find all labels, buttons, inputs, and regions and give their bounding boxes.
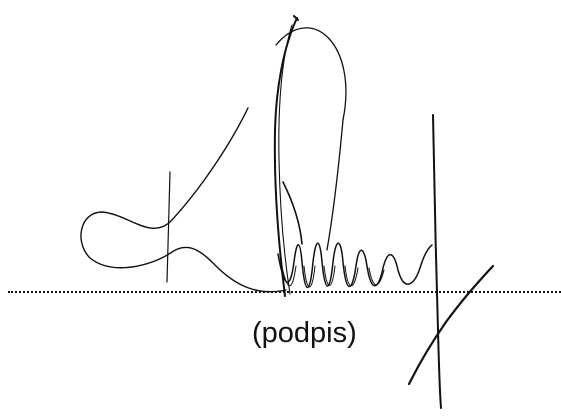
signature-cross-stroke-shadow bbox=[442, 269, 490, 327]
signature-left-tick bbox=[166, 171, 171, 283]
signature-arch-stroke bbox=[275, 27, 347, 251]
signature-main-stroke-shadow bbox=[278, 24, 293, 295]
signature-caption: (podpis) bbox=[252, 317, 357, 349]
signature-diagonal-stroke bbox=[282, 181, 303, 245]
signature-right-vertical bbox=[432, 114, 442, 409]
signature-loop-stroke bbox=[80, 107, 287, 293]
signature-top-dot bbox=[293, 15, 299, 21]
signature-wavy-run bbox=[277, 242, 433, 288]
signature-cross-stroke bbox=[407, 264, 495, 386]
signature-wavy-run-shadow bbox=[280, 261, 385, 288]
